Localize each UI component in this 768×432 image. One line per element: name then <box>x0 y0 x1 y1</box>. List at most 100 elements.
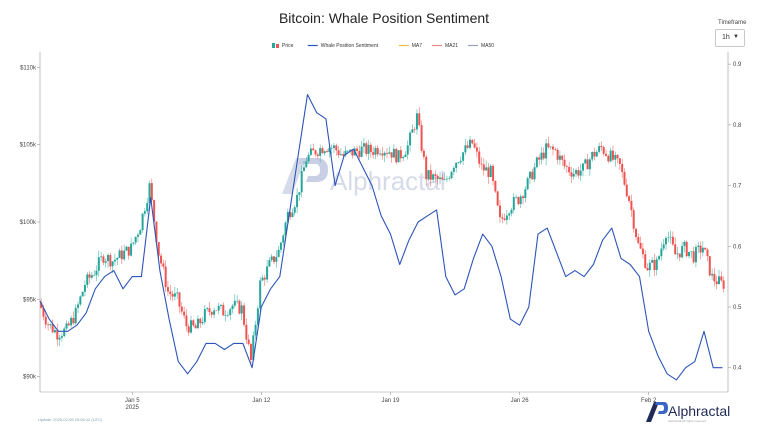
price-candle <box>326 151 329 153</box>
price-candle <box>429 170 432 180</box>
price-candle <box>561 155 564 160</box>
price-candle <box>104 261 107 263</box>
price-candle <box>47 324 50 326</box>
price-candle <box>669 236 672 238</box>
price-candle <box>471 139 474 144</box>
price-candle <box>254 324 257 336</box>
y-right-tick-label: 0.4 <box>733 366 742 372</box>
price-candle <box>678 253 681 258</box>
price-candle <box>293 207 296 213</box>
price-candle <box>93 275 96 276</box>
price-candle <box>388 152 391 154</box>
y-right-tick-label: 0.6 <box>733 244 742 250</box>
price-candle <box>632 210 635 229</box>
price-candle <box>249 343 252 360</box>
y-left-tick-label: $105k <box>20 143 37 149</box>
price-candle <box>157 242 160 256</box>
price-candle <box>217 305 220 311</box>
price-candle <box>644 254 647 268</box>
price-candle <box>252 335 255 360</box>
legend-item-label: MA7 <box>412 43 423 49</box>
price-candle <box>402 156 405 159</box>
price-candle <box>383 152 386 156</box>
price-candle <box>176 292 179 294</box>
price-candle <box>399 150 402 159</box>
price-candle <box>436 175 439 180</box>
price-candle <box>409 132 412 146</box>
y-left-tick-label: $90k <box>23 375 37 381</box>
price-candle <box>351 149 354 156</box>
price-candle <box>374 148 377 155</box>
price-candle <box>547 143 550 148</box>
price-candle <box>556 149 559 160</box>
price-candle <box>699 245 702 253</box>
price-candle <box>256 308 259 325</box>
price-candle <box>95 270 98 276</box>
price-series <box>40 107 725 365</box>
price-candle <box>494 180 497 192</box>
price-candle <box>67 323 70 326</box>
price-candle <box>185 315 188 327</box>
price-candle <box>107 255 110 262</box>
price-candle <box>305 161 308 168</box>
price-candle <box>715 281 718 285</box>
legend: Price Whale Position Sentiment MA7 MA21 MA50 <box>272 43 494 49</box>
price-candle <box>662 244 665 249</box>
price-candle <box>392 148 395 158</box>
price-candle <box>328 148 331 153</box>
price-candle <box>413 129 416 130</box>
price-candle <box>452 167 455 172</box>
legend-item-label: Price <box>282 43 294 49</box>
timeframe-dropdown[interactable]: 1h ▼ <box>715 29 745 47</box>
price-candle <box>245 324 248 340</box>
price-candle <box>330 147 333 149</box>
price-candle <box>360 146 363 157</box>
price-candle <box>58 337 61 340</box>
x-tick-label: Feb 2 <box>641 398 657 404</box>
price-candle <box>538 157 541 160</box>
price-candle <box>570 172 573 177</box>
price-candle <box>143 211 146 214</box>
price-candle <box>614 154 617 160</box>
price-candle <box>443 179 446 180</box>
price-candle <box>339 154 342 156</box>
price-candle <box>655 259 658 271</box>
y-right-tick-label: 0.8 <box>733 123 742 129</box>
price-candle <box>577 170 580 176</box>
price-candle <box>720 276 723 281</box>
y-left-tick-label: $100k <box>20 220 37 226</box>
price-candle <box>681 246 684 258</box>
price-candle <box>425 156 428 180</box>
price-candle <box>701 247 704 253</box>
price-candle <box>422 150 425 157</box>
price-candle <box>231 305 234 310</box>
sentiment-line <box>39 93 723 381</box>
price-candle <box>51 324 54 333</box>
price-candle <box>623 171 626 185</box>
x-tick-label: Jan 26 <box>511 398 530 404</box>
price-candle <box>268 260 271 267</box>
price-candle <box>90 275 93 278</box>
y-left-tick-label: $110k <box>20 65 37 71</box>
legend-item-label: MA21 <box>445 43 458 49</box>
price-candle <box>704 247 707 250</box>
price-candle <box>464 145 467 153</box>
price-candle <box>139 230 142 235</box>
price-candle <box>192 320 195 326</box>
price-candle <box>183 311 186 316</box>
price-candle <box>222 304 225 316</box>
price-candle <box>552 146 555 150</box>
price-candle <box>206 308 209 310</box>
price-candle <box>688 251 691 257</box>
price-candle <box>524 189 527 198</box>
price-candle <box>510 209 513 214</box>
price-candle <box>572 173 575 177</box>
price-candle <box>602 147 605 154</box>
price-candle <box>397 150 400 163</box>
price-candle <box>664 237 667 245</box>
price-candle <box>517 197 520 205</box>
legend-price-icon <box>272 43 279 48</box>
legend-item-label: Whale Position Sentiment <box>321 43 379 49</box>
price-candle <box>512 197 515 210</box>
price-candle <box>480 163 483 165</box>
